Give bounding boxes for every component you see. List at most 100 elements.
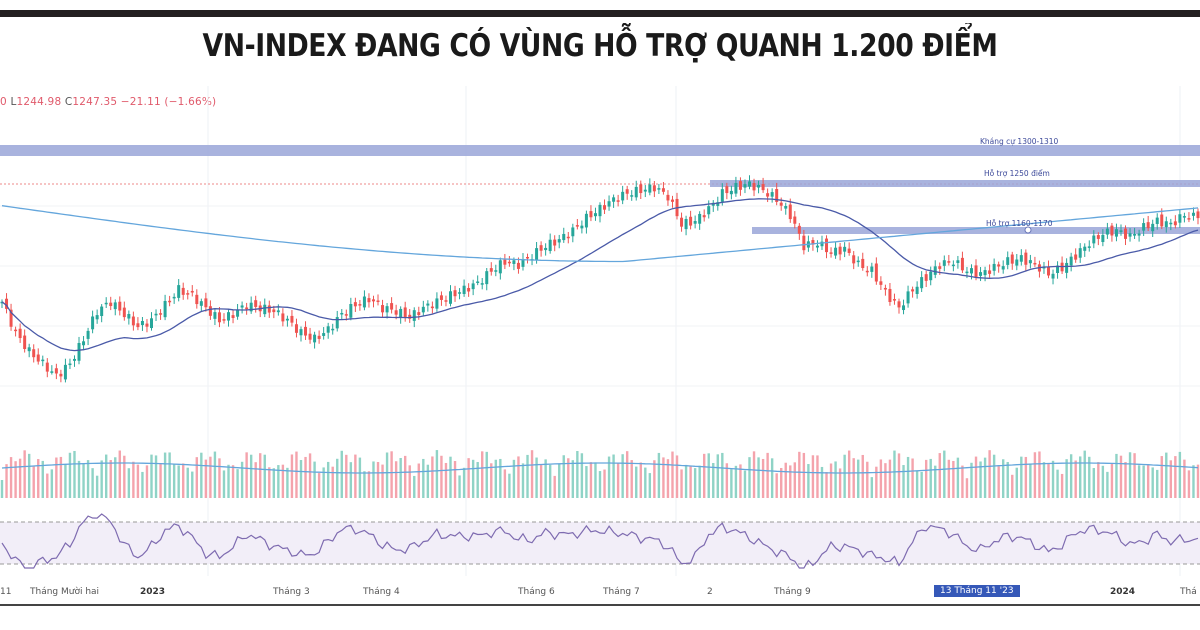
- volume-bar: [748, 457, 751, 498]
- volume-bar: [1115, 453, 1118, 498]
- volume-bar: [657, 452, 661, 498]
- candle-body: [562, 233, 566, 241]
- volume-bar: [970, 462, 973, 498]
- volume-bar: [431, 456, 434, 498]
- volume-bar: [866, 461, 869, 498]
- candle-body: [91, 316, 95, 330]
- candle-body: [761, 184, 765, 191]
- volume-bar: [494, 459, 498, 498]
- candle-body: [933, 266, 937, 275]
- candle-body: [435, 298, 439, 309]
- candle-body: [344, 314, 348, 316]
- volume-bar: [1174, 456, 1177, 498]
- x-tick-label: Tháng 3: [273, 587, 310, 597]
- volume-bar: [272, 468, 276, 498]
- volume-bar: [644, 467, 647, 498]
- candle-body: [362, 296, 366, 308]
- candle-body: [340, 312, 344, 315]
- volume-bar: [1006, 462, 1009, 498]
- candle-body: [589, 211, 593, 218]
- volume-bar: [1097, 462, 1100, 498]
- candle-body: [100, 306, 104, 317]
- candle-body: [607, 201, 611, 207]
- volume-bar: [227, 464, 230, 498]
- volume-bar: [37, 459, 40, 498]
- candle-body: [680, 217, 684, 227]
- candle-body: [603, 205, 607, 210]
- candle-body: [1114, 229, 1118, 237]
- candle-body: [1133, 233, 1137, 236]
- volume-bar: [716, 454, 719, 498]
- volume-bar: [403, 455, 407, 498]
- candle-body: [449, 291, 452, 304]
- price-chart[interactable]: [0, 86, 1200, 582]
- volume-bar: [1124, 462, 1127, 498]
- candle-body: [906, 291, 910, 304]
- candle-body: [72, 358, 76, 361]
- volume-bar: [684, 464, 688, 498]
- candle-body: [979, 272, 983, 276]
- volume-bar: [55, 457, 58, 498]
- candle-body: [77, 342, 81, 361]
- volume-bar: [1110, 463, 1114, 498]
- candle-body: [371, 299, 375, 302]
- volume-bar: [961, 465, 964, 498]
- volume-bar: [1137, 465, 1141, 498]
- resistance-zone: [0, 145, 1200, 156]
- candle-body: [670, 199, 674, 202]
- volume-bar: [838, 468, 842, 498]
- candle-body: [285, 318, 289, 321]
- volume-bar: [86, 460, 90, 498]
- volume-bar: [1133, 453, 1136, 498]
- candle-body: [331, 328, 335, 331]
- volume-bar: [1160, 456, 1163, 498]
- volume-bar: [1033, 452, 1037, 498]
- candle-body: [784, 206, 788, 209]
- candle-body: [584, 213, 588, 228]
- candle-body: [163, 300, 167, 318]
- volume-bar: [1119, 455, 1123, 498]
- candle-body: [104, 302, 108, 305]
- volume-bar: [1001, 459, 1005, 498]
- candle-body: [811, 240, 815, 245]
- candle-body: [1087, 246, 1091, 248]
- volume-bar: [145, 465, 149, 498]
- candle-body: [566, 236, 570, 239]
- candle-body: [720, 189, 724, 202]
- volume-bar: [739, 464, 742, 498]
- candle-body: [625, 189, 629, 194]
- close-value: 1247.35: [72, 96, 118, 108]
- volume-bar: [467, 458, 470, 498]
- candle-body: [32, 349, 36, 358]
- candle-body: [779, 202, 783, 206]
- volume-bar: [259, 453, 262, 498]
- x-tick-label: Tháng 4: [363, 587, 400, 597]
- candle-body: [430, 306, 434, 309]
- candle-body: [480, 283, 484, 285]
- candle-body: [1024, 252, 1028, 265]
- candle-body: [313, 334, 317, 343]
- candle-body: [63, 364, 67, 380]
- candle-body: [281, 313, 285, 322]
- candle-body: [322, 333, 326, 336]
- volume-bar: [1060, 473, 1064, 498]
- volume-bar: [222, 470, 226, 498]
- volume-bar: [1038, 451, 1041, 498]
- candle-body: [14, 329, 18, 332]
- volume-bar: [829, 463, 833, 498]
- change-value: −21.11 (−1.66%): [120, 96, 217, 108]
- candle-body: [960, 257, 964, 271]
- volume-bar: [693, 468, 697, 498]
- volume-bar: [988, 450, 991, 498]
- volume-bar: [585, 466, 588, 498]
- candle-body: [1019, 255, 1023, 262]
- candle-body: [118, 301, 122, 311]
- candle-body: [888, 288, 892, 303]
- volume-bar: [268, 467, 271, 498]
- volume-bar: [852, 458, 855, 498]
- volume-bar: [1051, 460, 1055, 498]
- volume-bar: [1146, 464, 1150, 498]
- zone-anchor-icon: [1024, 226, 1032, 234]
- time-axis: 11 Tháng Mười hai 2023 Tháng 3 Tháng 4 Tháng …: [0, 582, 1200, 604]
- volume-bar: [127, 468, 131, 498]
